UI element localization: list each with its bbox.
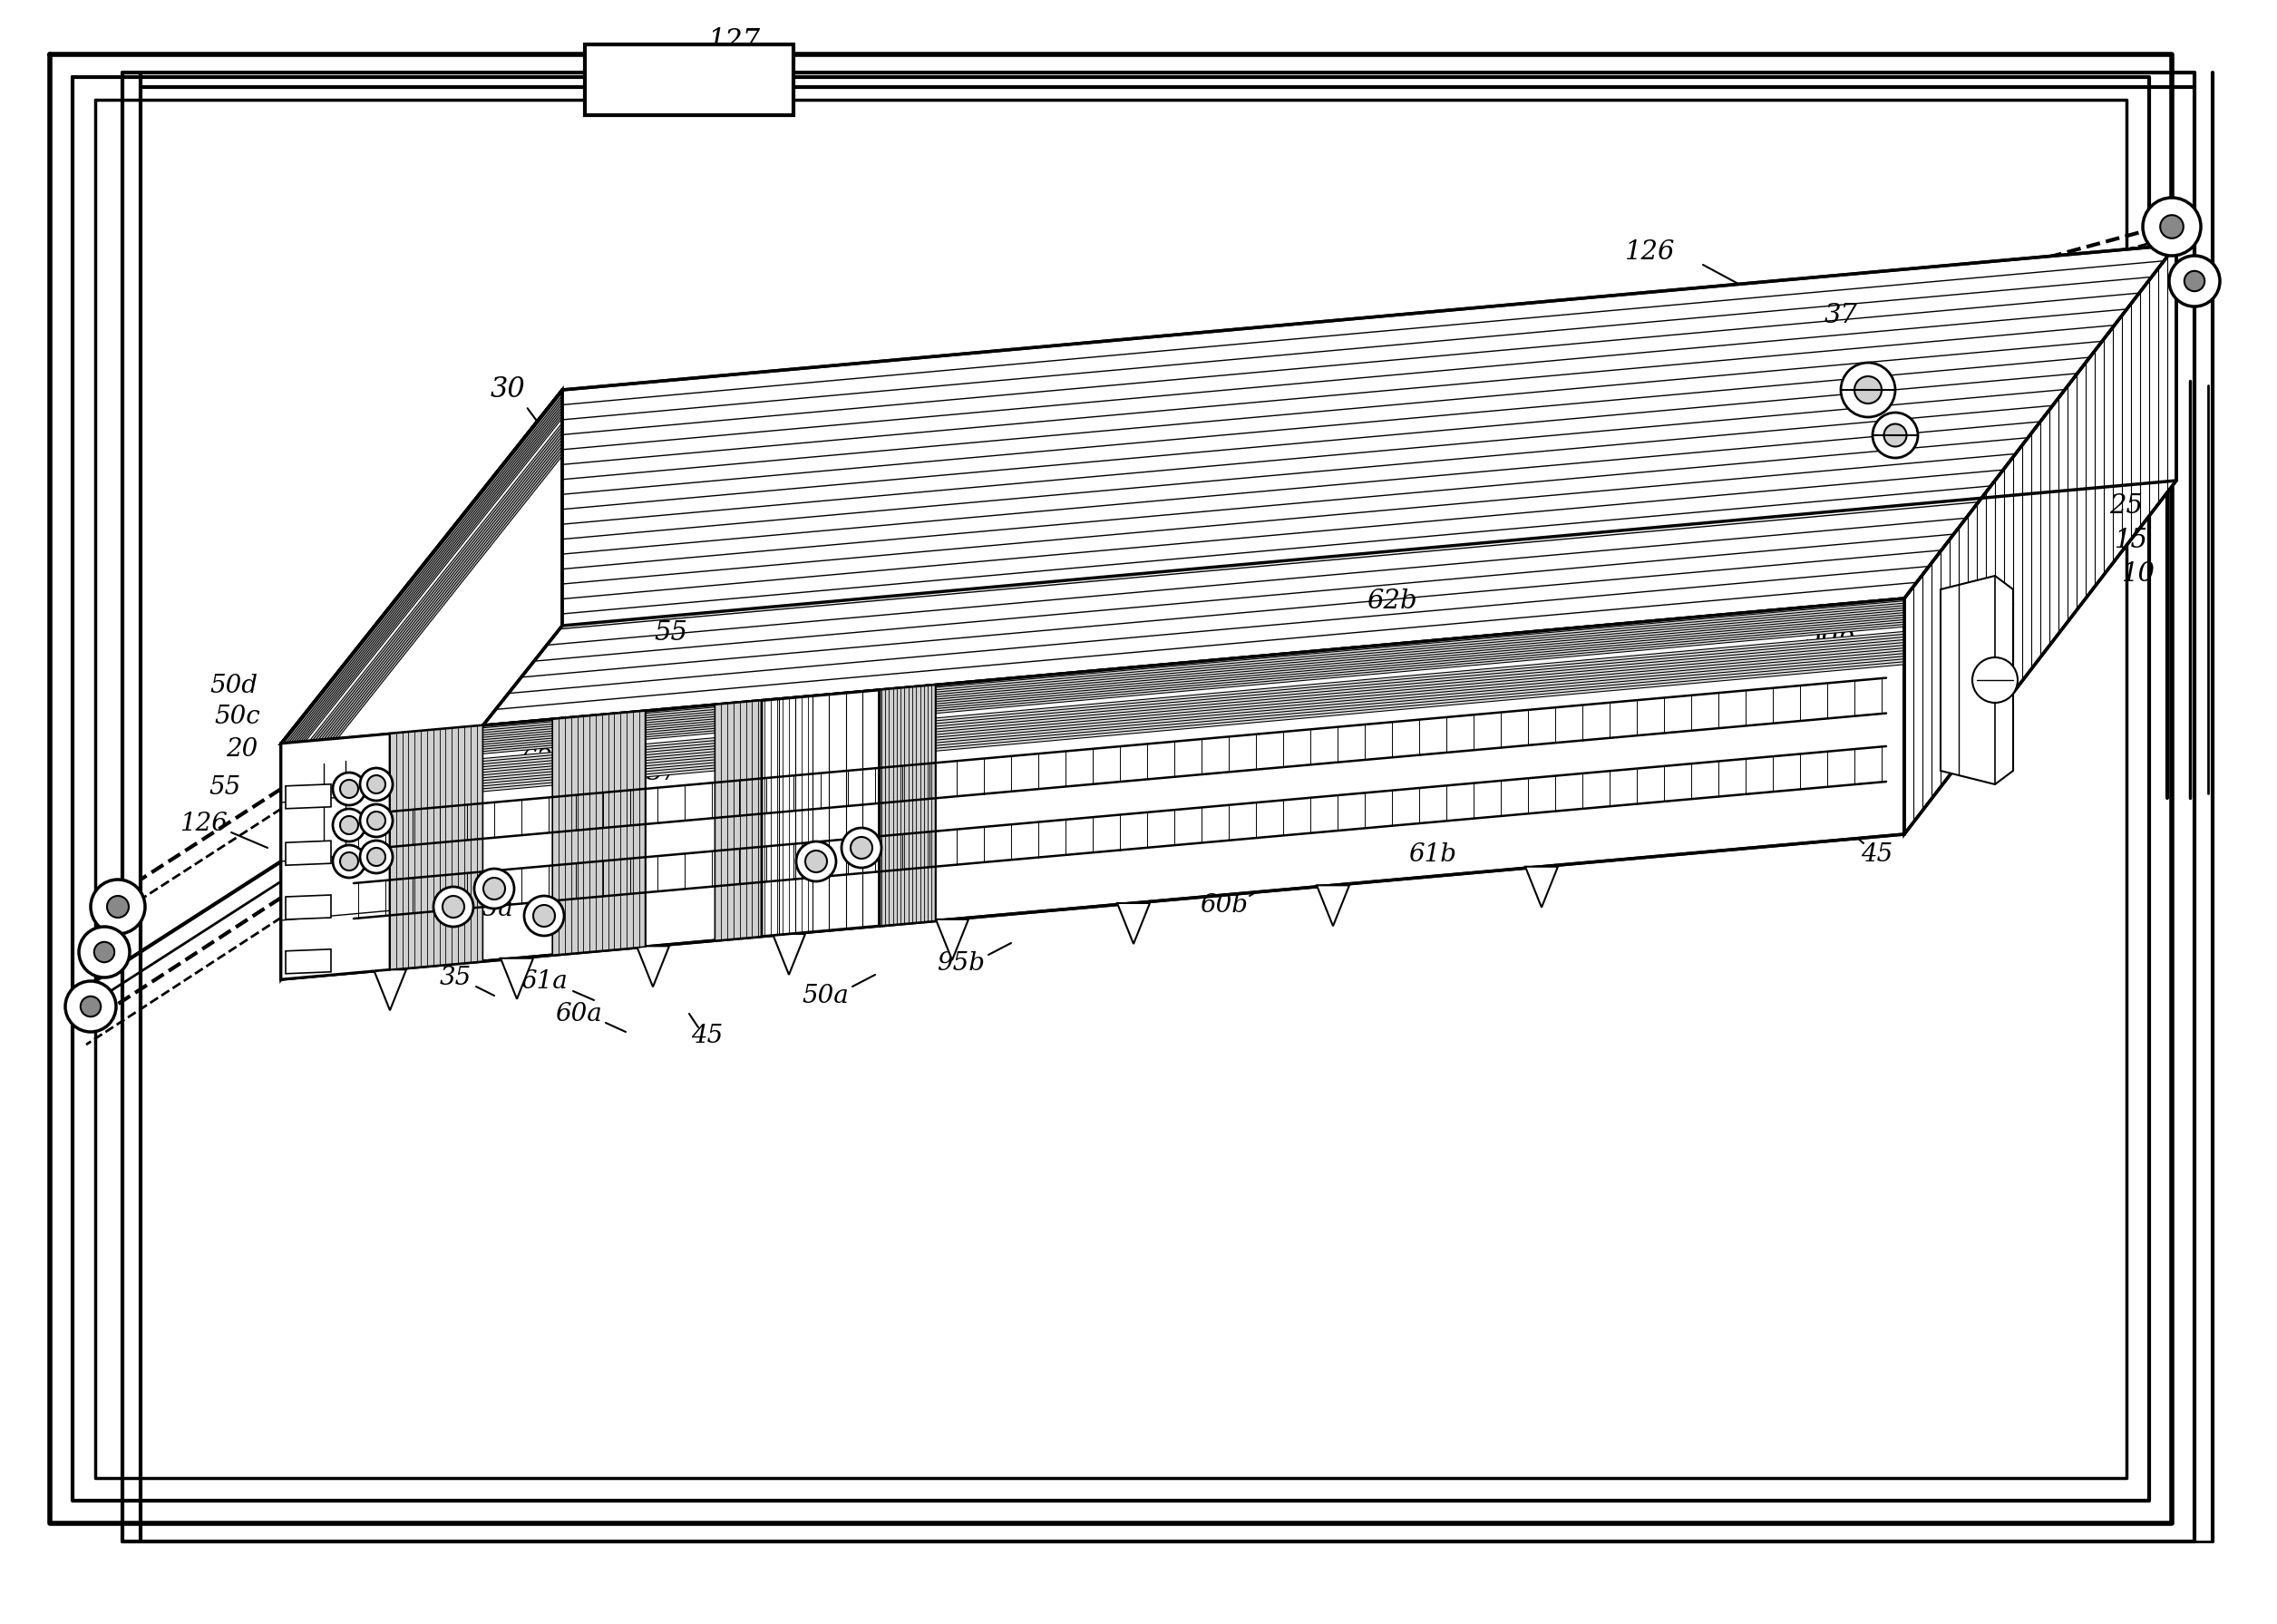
Text: 95b: 95b	[938, 952, 986, 976]
Circle shape	[797, 841, 836, 882]
Circle shape	[339, 780, 357, 797]
Polygon shape	[389, 726, 483, 970]
Circle shape	[483, 877, 505, 900]
Text: 50a: 50a	[802, 984, 849, 1009]
Text: 55: 55	[653, 620, 688, 646]
Text: 37: 37	[647, 762, 679, 786]
Polygon shape	[280, 599, 1904, 771]
Text: 45: 45	[303, 848, 335, 872]
Text: 30: 30	[490, 375, 526, 404]
Polygon shape	[1526, 867, 1557, 908]
Polygon shape	[877, 685, 936, 926]
Text: 62a: 62a	[521, 747, 567, 771]
Circle shape	[2184, 271, 2204, 291]
Text: 126: 126	[180, 810, 228, 836]
Text: 10: 10	[2122, 562, 2154, 586]
Circle shape	[339, 853, 357, 870]
Circle shape	[1972, 658, 2017, 703]
Circle shape	[93, 942, 114, 963]
Polygon shape	[280, 422, 562, 809]
Circle shape	[1840, 362, 1894, 417]
Circle shape	[107, 896, 130, 918]
Text: 127: 127	[708, 26, 761, 55]
Circle shape	[1883, 424, 1906, 447]
Polygon shape	[285, 841, 330, 866]
Circle shape	[433, 887, 474, 927]
Circle shape	[367, 848, 385, 866]
Polygon shape	[280, 390, 562, 771]
Text: 61a: 61a	[521, 970, 567, 994]
Circle shape	[80, 997, 100, 1017]
Text: 55: 55	[209, 775, 241, 799]
Circle shape	[524, 896, 565, 935]
Polygon shape	[772, 934, 806, 974]
Text: 15: 15	[2115, 528, 2147, 554]
Circle shape	[2170, 255, 2220, 307]
Text: 45: 45	[1983, 604, 2017, 628]
Polygon shape	[285, 784, 330, 809]
Circle shape	[332, 773, 364, 806]
Polygon shape	[553, 711, 644, 955]
Text: 60a: 60a	[556, 1002, 601, 1026]
Text: 60b: 60b	[1200, 893, 1248, 918]
Polygon shape	[298, 757, 371, 861]
Polygon shape	[1118, 903, 1150, 944]
Circle shape	[1853, 377, 1881, 403]
Polygon shape	[638, 947, 669, 987]
Text: COOLANT
CIRCULATOR: COOLANT CIRCULATOR	[597, 52, 783, 107]
Polygon shape	[936, 919, 968, 960]
Circle shape	[339, 817, 357, 835]
Circle shape	[842, 828, 881, 867]
Text: 21: 21	[729, 767, 761, 791]
Circle shape	[66, 981, 116, 1031]
Text: 45: 45	[692, 1025, 724, 1049]
Circle shape	[360, 768, 392, 801]
Polygon shape	[1940, 577, 2013, 784]
Text: 37: 37	[1824, 302, 1858, 328]
Text: 50b: 50b	[1806, 625, 1856, 650]
Circle shape	[332, 809, 364, 841]
Polygon shape	[280, 245, 2177, 744]
Text: 50d: 50d	[209, 674, 257, 698]
Text: 25: 25	[2111, 494, 2143, 518]
Polygon shape	[280, 734, 389, 979]
Polygon shape	[1904, 245, 2177, 835]
Circle shape	[367, 775, 385, 794]
Polygon shape	[285, 948, 330, 974]
Circle shape	[852, 836, 872, 859]
Text: 45: 45	[1860, 843, 1892, 867]
Text: 35: 35	[439, 965, 471, 989]
Circle shape	[2143, 198, 2202, 255]
Text: 126: 126	[1626, 239, 1676, 265]
Polygon shape	[285, 895, 330, 919]
Circle shape	[332, 844, 364, 877]
Polygon shape	[280, 632, 1904, 809]
Polygon shape	[715, 697, 808, 940]
Circle shape	[80, 927, 130, 978]
Circle shape	[474, 869, 515, 908]
Text: 95a: 95a	[467, 896, 512, 922]
Text: 62b: 62b	[1366, 588, 1416, 614]
Circle shape	[360, 804, 392, 836]
Text: 61b: 61b	[1409, 843, 1457, 867]
Polygon shape	[280, 390, 562, 979]
Circle shape	[91, 880, 146, 934]
Circle shape	[360, 841, 392, 874]
Polygon shape	[373, 970, 405, 1010]
Circle shape	[806, 851, 827, 872]
Circle shape	[2161, 214, 2184, 239]
Circle shape	[533, 905, 556, 927]
Text: 46: 46	[817, 775, 849, 799]
Circle shape	[367, 812, 385, 830]
Text: 20: 20	[225, 737, 257, 762]
Polygon shape	[280, 599, 1904, 979]
Circle shape	[442, 896, 465, 918]
Polygon shape	[501, 958, 533, 999]
Polygon shape	[1316, 885, 1350, 926]
Polygon shape	[763, 690, 879, 937]
Text: 50c: 50c	[214, 705, 260, 729]
Bar	[585, 44, 792, 115]
Circle shape	[1872, 412, 1917, 458]
